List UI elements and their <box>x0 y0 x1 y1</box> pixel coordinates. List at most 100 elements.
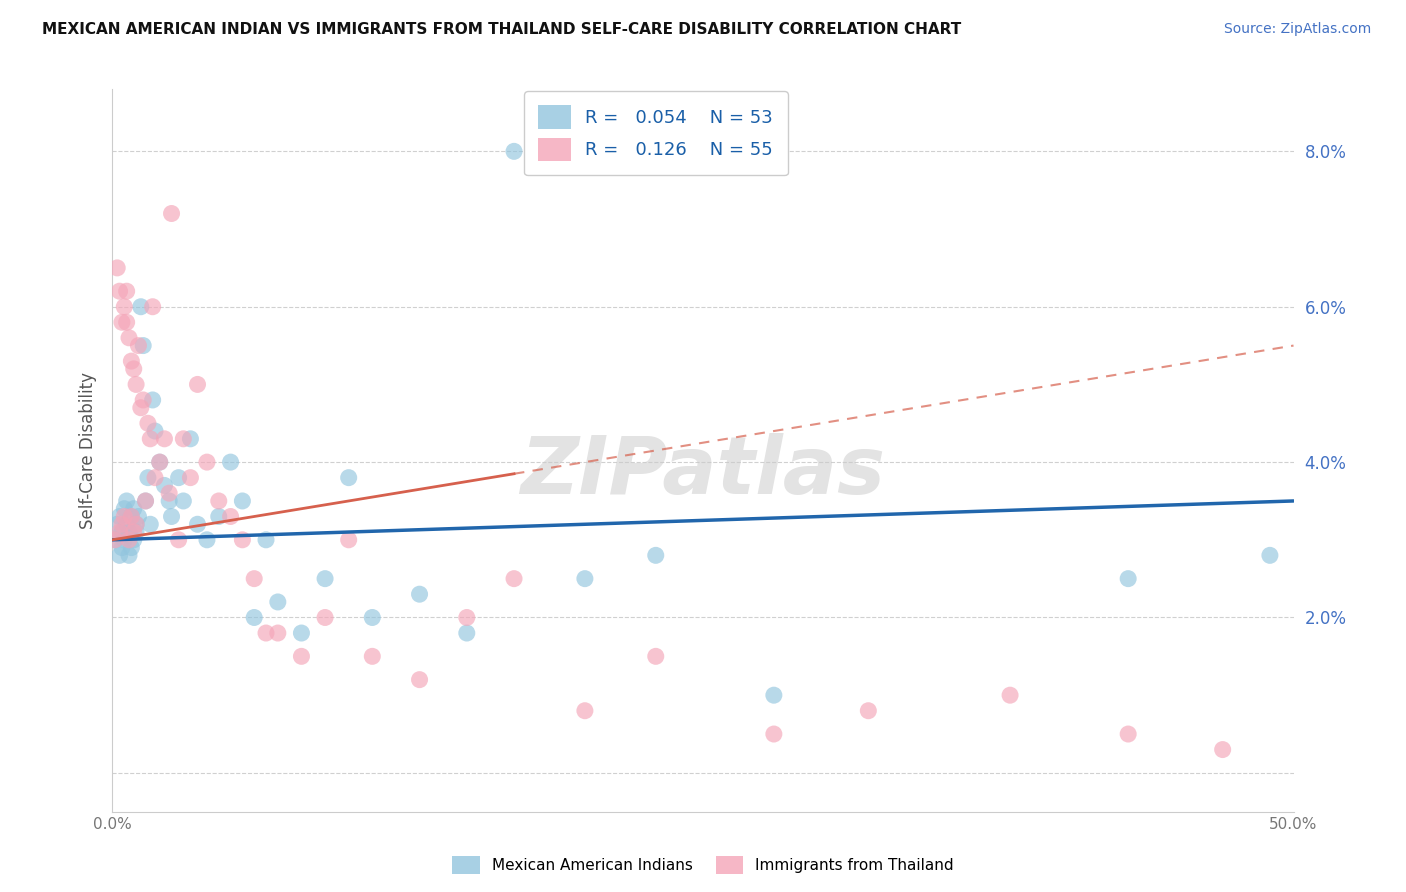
Point <box>361 649 384 664</box>
Point <box>112 501 135 516</box>
Point <box>111 524 134 539</box>
Point <box>111 517 134 532</box>
Point <box>157 494 180 508</box>
Point <box>254 533 277 547</box>
Y-axis label: Self-Care Disability: Self-Care Disability <box>79 372 97 529</box>
Point <box>132 338 155 352</box>
Point <box>122 501 145 516</box>
Point <box>142 392 165 407</box>
Point <box>644 549 666 563</box>
Point <box>149 455 172 469</box>
Point <box>105 260 128 275</box>
Point <box>120 541 142 555</box>
Point <box>290 626 312 640</box>
Point <box>129 300 152 314</box>
Point <box>314 572 336 586</box>
Point <box>179 470 201 484</box>
Point <box>208 509 231 524</box>
Point <box>118 533 141 547</box>
Point <box>762 688 785 702</box>
Point <box>105 517 128 532</box>
Point <box>118 331 141 345</box>
Point <box>243 610 266 624</box>
Point <box>122 524 145 539</box>
Point <box>456 626 478 640</box>
Point <box>337 533 360 547</box>
Point <box>195 455 218 469</box>
Point <box>195 533 218 547</box>
Point <box>112 300 135 314</box>
Point <box>153 478 176 492</box>
Point <box>186 517 208 532</box>
Point <box>129 401 152 415</box>
Point <box>127 338 149 352</box>
Point <box>139 432 162 446</box>
Point <box>125 517 148 532</box>
Point <box>231 533 253 547</box>
Legend: Mexican American Indians, Immigrants from Thailand: Mexican American Indians, Immigrants fro… <box>446 850 960 880</box>
Point <box>503 572 526 586</box>
Point <box>290 649 312 664</box>
Point <box>115 494 138 508</box>
Point <box>361 610 384 624</box>
Legend: R =   0.054    N = 53, R =   0.126    N = 55: R = 0.054 N = 53, R = 0.126 N = 55 <box>524 91 787 176</box>
Text: Source: ZipAtlas.com: Source: ZipAtlas.com <box>1223 22 1371 37</box>
Point <box>108 549 131 563</box>
Point <box>858 704 880 718</box>
Point <box>153 432 176 446</box>
Point <box>111 315 134 329</box>
Point <box>136 417 159 431</box>
Point <box>143 424 166 438</box>
Point <box>172 494 194 508</box>
Point <box>1116 572 1139 586</box>
Point <box>112 533 135 547</box>
Point <box>1116 727 1139 741</box>
Text: MEXICAN AMERICAN INDIAN VS IMMIGRANTS FROM THAILAND SELF-CARE DISABILITY CORRELA: MEXICAN AMERICAN INDIAN VS IMMIGRANTS FR… <box>42 22 962 37</box>
Point <box>267 595 290 609</box>
Point <box>219 509 242 524</box>
Point <box>120 354 142 368</box>
Point <box>115 315 138 329</box>
Point <box>115 284 138 298</box>
Point <box>108 524 131 539</box>
Point <box>149 455 172 469</box>
Point <box>337 470 360 484</box>
Point <box>120 509 142 524</box>
Point <box>139 517 162 532</box>
Point <box>135 494 157 508</box>
Point <box>254 626 277 640</box>
Point <box>1212 742 1234 756</box>
Point <box>118 524 141 539</box>
Point <box>157 486 180 500</box>
Point <box>267 626 290 640</box>
Point <box>111 541 134 555</box>
Point <box>314 610 336 624</box>
Point <box>243 572 266 586</box>
Point <box>574 704 596 718</box>
Point <box>186 377 208 392</box>
Point <box>127 509 149 524</box>
Point <box>125 517 148 532</box>
Point <box>132 392 155 407</box>
Point <box>122 533 145 547</box>
Point <box>208 494 231 508</box>
Point <box>108 509 131 524</box>
Point <box>574 572 596 586</box>
Point <box>179 432 201 446</box>
Point <box>115 517 138 532</box>
Point <box>172 432 194 446</box>
Point <box>112 509 135 524</box>
Point <box>122 362 145 376</box>
Point <box>142 300 165 314</box>
Point <box>118 549 141 563</box>
Point <box>143 470 166 484</box>
Point <box>125 377 148 392</box>
Point <box>136 470 159 484</box>
Point <box>456 610 478 624</box>
Point <box>104 533 127 547</box>
Point <box>762 727 785 741</box>
Point <box>998 688 1021 702</box>
Point <box>219 455 242 469</box>
Point <box>135 494 157 508</box>
Point <box>120 509 142 524</box>
